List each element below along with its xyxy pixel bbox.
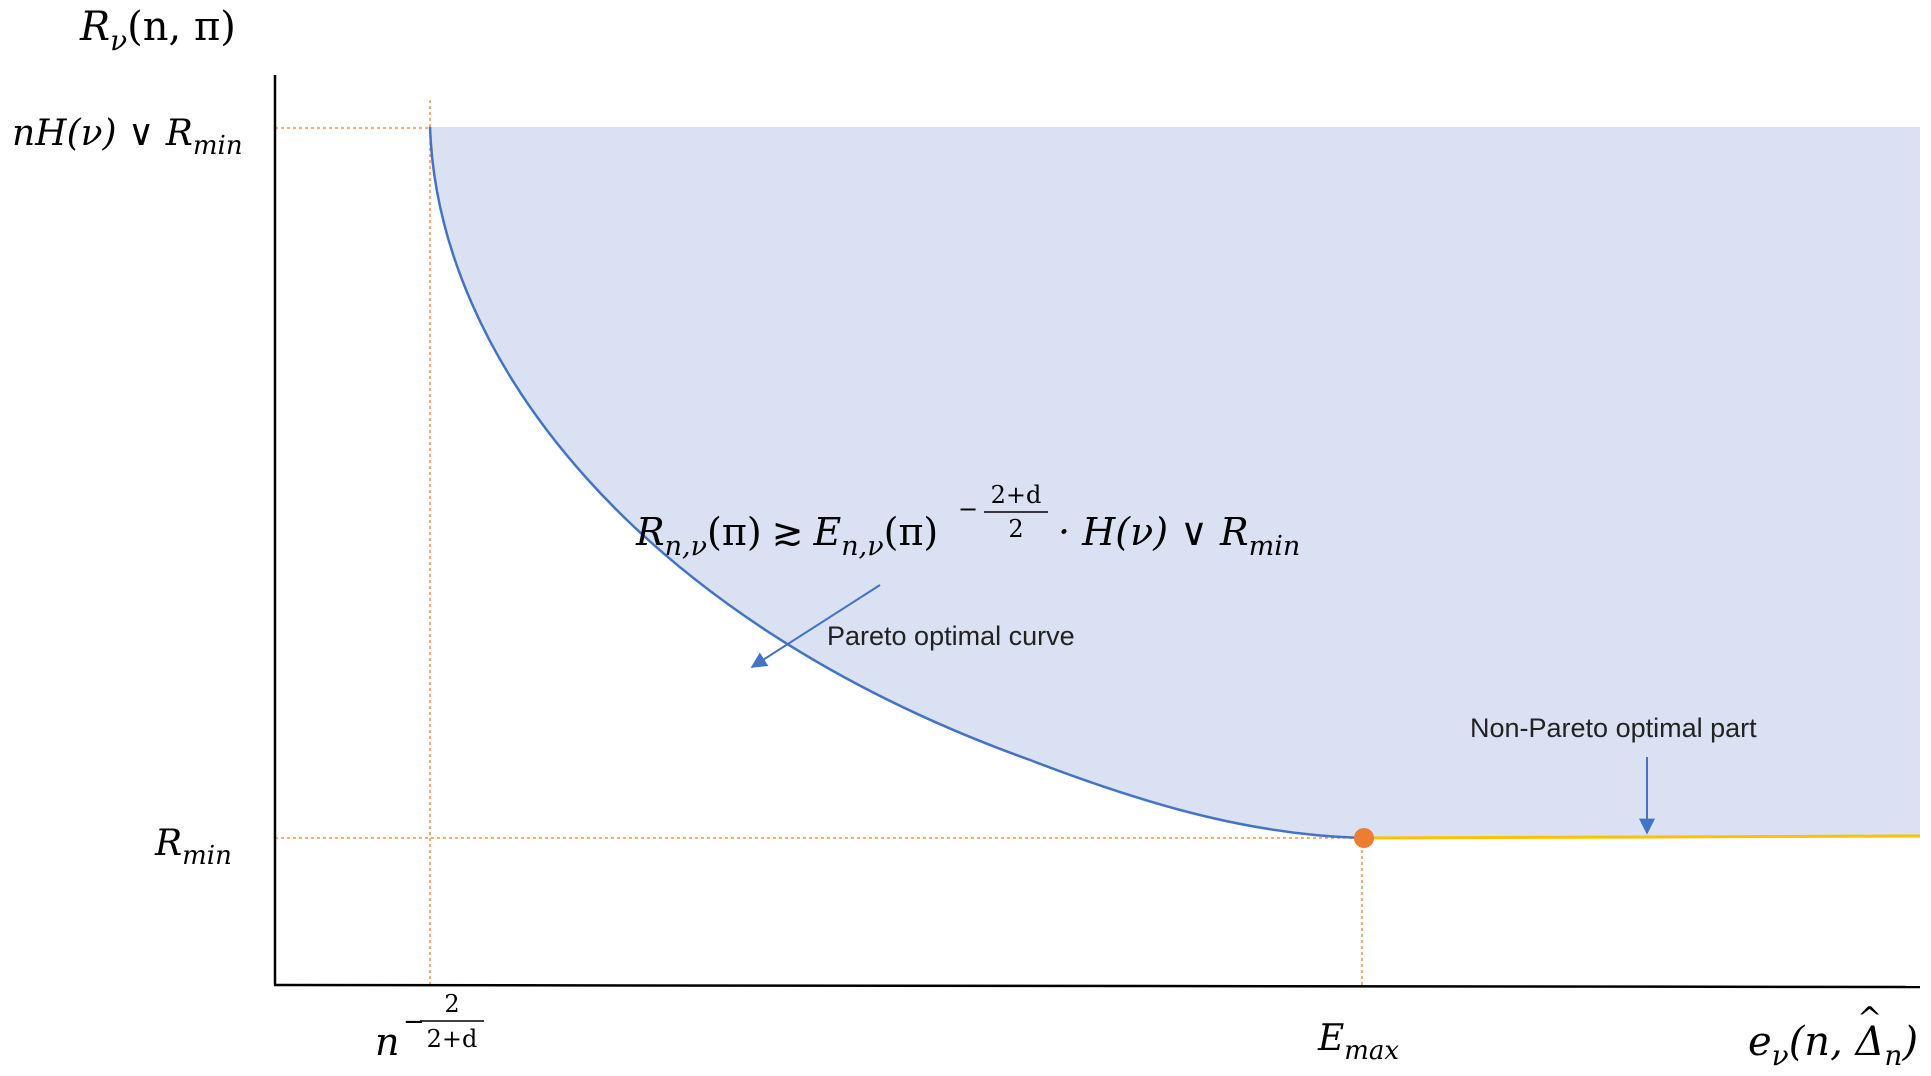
svg-text:2: 2 bbox=[444, 990, 459, 1018]
svg-text:2+d: 2+d bbox=[427, 1025, 478, 1053]
svg-text:^: ^ bbox=[1857, 1001, 1882, 1036]
svg-text:· H(ν) ∨ Rmin: · H(ν) ∨ Rmin bbox=[1058, 510, 1300, 562]
svg-text:−: − bbox=[958, 495, 978, 523]
x-tick-emax: Emax bbox=[1317, 1018, 1399, 1066]
pareto-curve bbox=[428, 126, 1363, 840]
svg-text:2+d: 2+d bbox=[991, 481, 1042, 509]
svg-text:eν(n, Δn): eν(n, Δn) bbox=[1748, 1019, 1918, 1072]
non-pareto-annotation: Non-Pareto optimal part bbox=[1470, 713, 1757, 743]
pareto-formula: Rn,ν(π) ≳ En,ν(π) − 2+d 2 · H(ν) ∨ Rmin bbox=[635, 481, 1300, 562]
x-axis bbox=[273, 983, 1921, 989]
svg-text:−: − bbox=[403, 1007, 425, 1037]
svg-text:Rn,ν(π)≳En,ν(π): Rn,ν(π) ≳ En,ν(π) bbox=[635, 510, 938, 562]
achievable-region bbox=[430, 127, 1920, 838]
pareto-arrow bbox=[750, 584, 881, 668]
y-axis-label: Rν(n, π) bbox=[79, 4, 236, 57]
y-tick-rmin: Rmin bbox=[154, 823, 232, 871]
emax-point bbox=[1354, 828, 1374, 848]
x-axis-label: eν(n, Δn) ^ bbox=[1748, 1001, 1918, 1072]
x-tick-n-power: n − 2 2+d bbox=[375, 990, 484, 1064]
pareto-annotation: Pareto optimal curve bbox=[827, 621, 1075, 651]
y-tick-top: nH(ν) ∨ Rmin bbox=[12, 113, 243, 161]
svg-text:n: n bbox=[375, 1020, 399, 1064]
svg-text:2: 2 bbox=[1008, 515, 1023, 543]
non-pareto-line bbox=[1361, 834, 1921, 840]
